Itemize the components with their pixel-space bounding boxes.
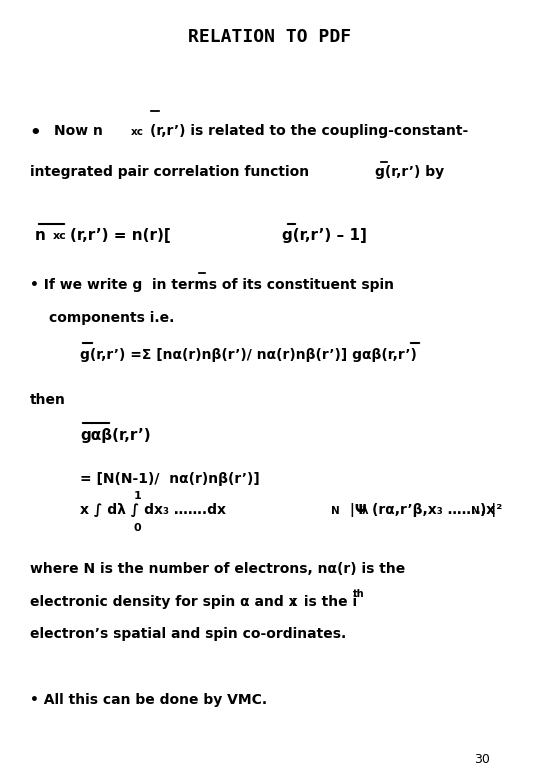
Text: integrated pair correlation function: integrated pair correlation function	[30, 165, 314, 179]
Text: = [N(N-1)/  nα(r)nβ(r’)]: = [N(N-1)/ nα(r)nβ(r’)]	[80, 472, 260, 486]
Text: th: th	[353, 589, 364, 599]
Text: i: i	[292, 598, 295, 608]
Text: |Ψ: |Ψ	[345, 503, 366, 517]
Text: RELATION TO PDF: RELATION TO PDF	[188, 28, 352, 46]
Text: then: then	[30, 393, 65, 407]
Text: •: •	[30, 124, 42, 142]
Text: gαβ(r,r’): gαβ(r,r’)	[80, 428, 151, 443]
Text: 0: 0	[134, 523, 141, 533]
Text: N: N	[471, 506, 480, 516]
Text: electronic density for spin α and x: electronic density for spin α and x	[30, 595, 298, 609]
Text: (r,r’) is related to the coupling-constant-: (r,r’) is related to the coupling-consta…	[150, 124, 468, 138]
Text: g(r,r’) =Σ [nα(r)nβ(r’)/ nα(r)nβ(r’)] gαβ(r,r’): g(r,r’) =Σ [nα(r)nβ(r’)/ nα(r)nβ(r’)] gα…	[80, 348, 417, 362]
Text: g(r,r’) – 1]: g(r,r’) – 1]	[282, 228, 367, 243]
Text: xc: xc	[131, 127, 144, 137]
Text: Now n: Now n	[54, 124, 103, 138]
Text: xc: xc	[53, 231, 66, 241]
Text: N: N	[331, 506, 340, 516]
Text: (rα,r’β,x₃ …….,x: (rα,r’β,x₃ …….,x	[372, 503, 495, 517]
Text: where N is the number of electrons, nα(r) is the: where N is the number of electrons, nα(r…	[30, 562, 405, 576]
Text: ) |²: ) |²	[480, 503, 502, 517]
Text: n: n	[35, 228, 46, 243]
Text: x ∫ dλ ∫ dx₃ …….dx: x ∫ dλ ∫ dx₃ …….dx	[80, 503, 226, 517]
Text: • If we write g  in terms of its constituent spin: • If we write g in terms of its constitu…	[30, 278, 394, 292]
Text: (r,r’) = n(r)[: (r,r’) = n(r)[	[70, 228, 171, 243]
Text: components i.e.: components i.e.	[49, 311, 174, 325]
Text: λ: λ	[362, 506, 368, 516]
Text: g(r,r’) by: g(r,r’) by	[375, 165, 444, 179]
Text: 1: 1	[134, 491, 141, 501]
Text: is the i: is the i	[299, 595, 357, 609]
Text: electron’s spatial and spin co-ordinates.: electron’s spatial and spin co-ordinates…	[30, 627, 346, 641]
Text: • All this can be done by VMC.: • All this can be done by VMC.	[30, 693, 267, 707]
Text: 30: 30	[474, 753, 490, 766]
